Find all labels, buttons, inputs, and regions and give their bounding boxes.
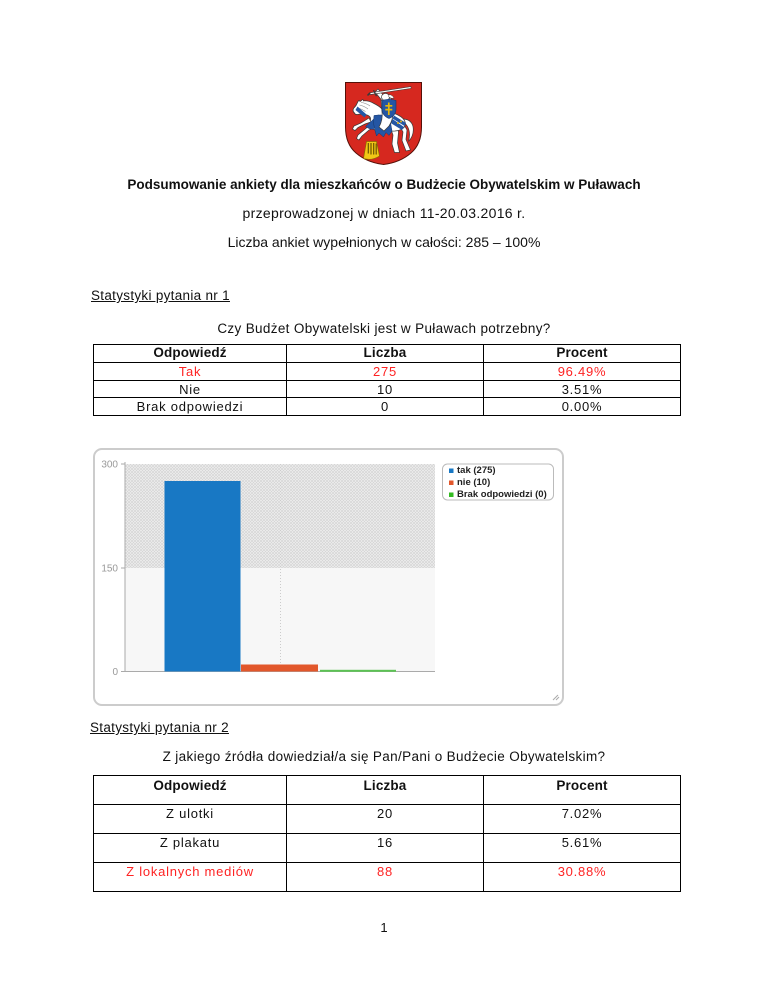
svg-text:150: 150 (101, 564, 118, 575)
svg-text:300: 300 (101, 460, 118, 471)
svg-text:tak (275): tak (275) (457, 465, 496, 476)
svg-text:nie (10): nie (10) (457, 477, 490, 488)
svg-text:0: 0 (112, 667, 118, 678)
svg-text:Brak odpowiedzi (0): Brak odpowiedzi (0) (457, 489, 547, 500)
